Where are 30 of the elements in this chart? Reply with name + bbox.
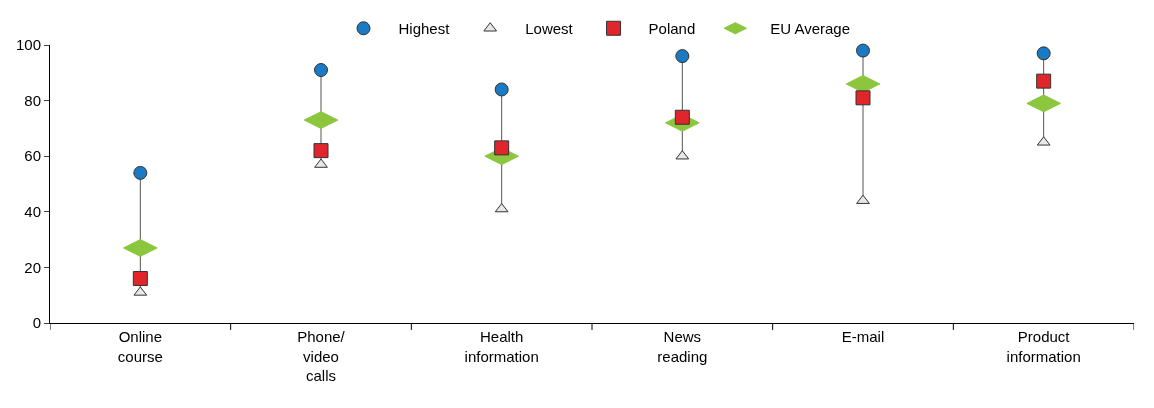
x-tick-label: Health information (464, 328, 539, 365)
x-tick-label: E-mail (841, 328, 885, 345)
point (1036, 73, 1052, 89)
x-tick-label: Online course (117, 328, 163, 365)
y-tick-label: 0 (32, 314, 41, 332)
point (674, 109, 690, 125)
point (313, 143, 329, 159)
legend-label: Highest (398, 20, 451, 38)
point (856, 43, 870, 58)
point (856, 194, 870, 204)
y-tick-label: 100 (15, 36, 41, 54)
legend-label: Poland (648, 20, 696, 38)
point (675, 49, 690, 64)
y-tick-label: 60 (24, 147, 41, 165)
y-tick-label: 40 (24, 203, 41, 221)
point (1036, 46, 1051, 61)
x-tick-label: Phone/ video calls (297, 328, 346, 384)
y-tick-label: 20 (24, 258, 41, 276)
point (494, 82, 509, 97)
legend-label: EU Average (770, 20, 851, 38)
y-tick-label: 80 (24, 91, 41, 109)
point (855, 90, 871, 106)
point (133, 165, 148, 180)
point (494, 140, 510, 156)
point (314, 63, 328, 78)
point (132, 271, 148, 287)
x-tick-label: News reading (657, 328, 708, 365)
point (314, 158, 328, 168)
legend-label: Lowest (525, 20, 574, 38)
x-tick-label: Product information (1006, 328, 1081, 365)
